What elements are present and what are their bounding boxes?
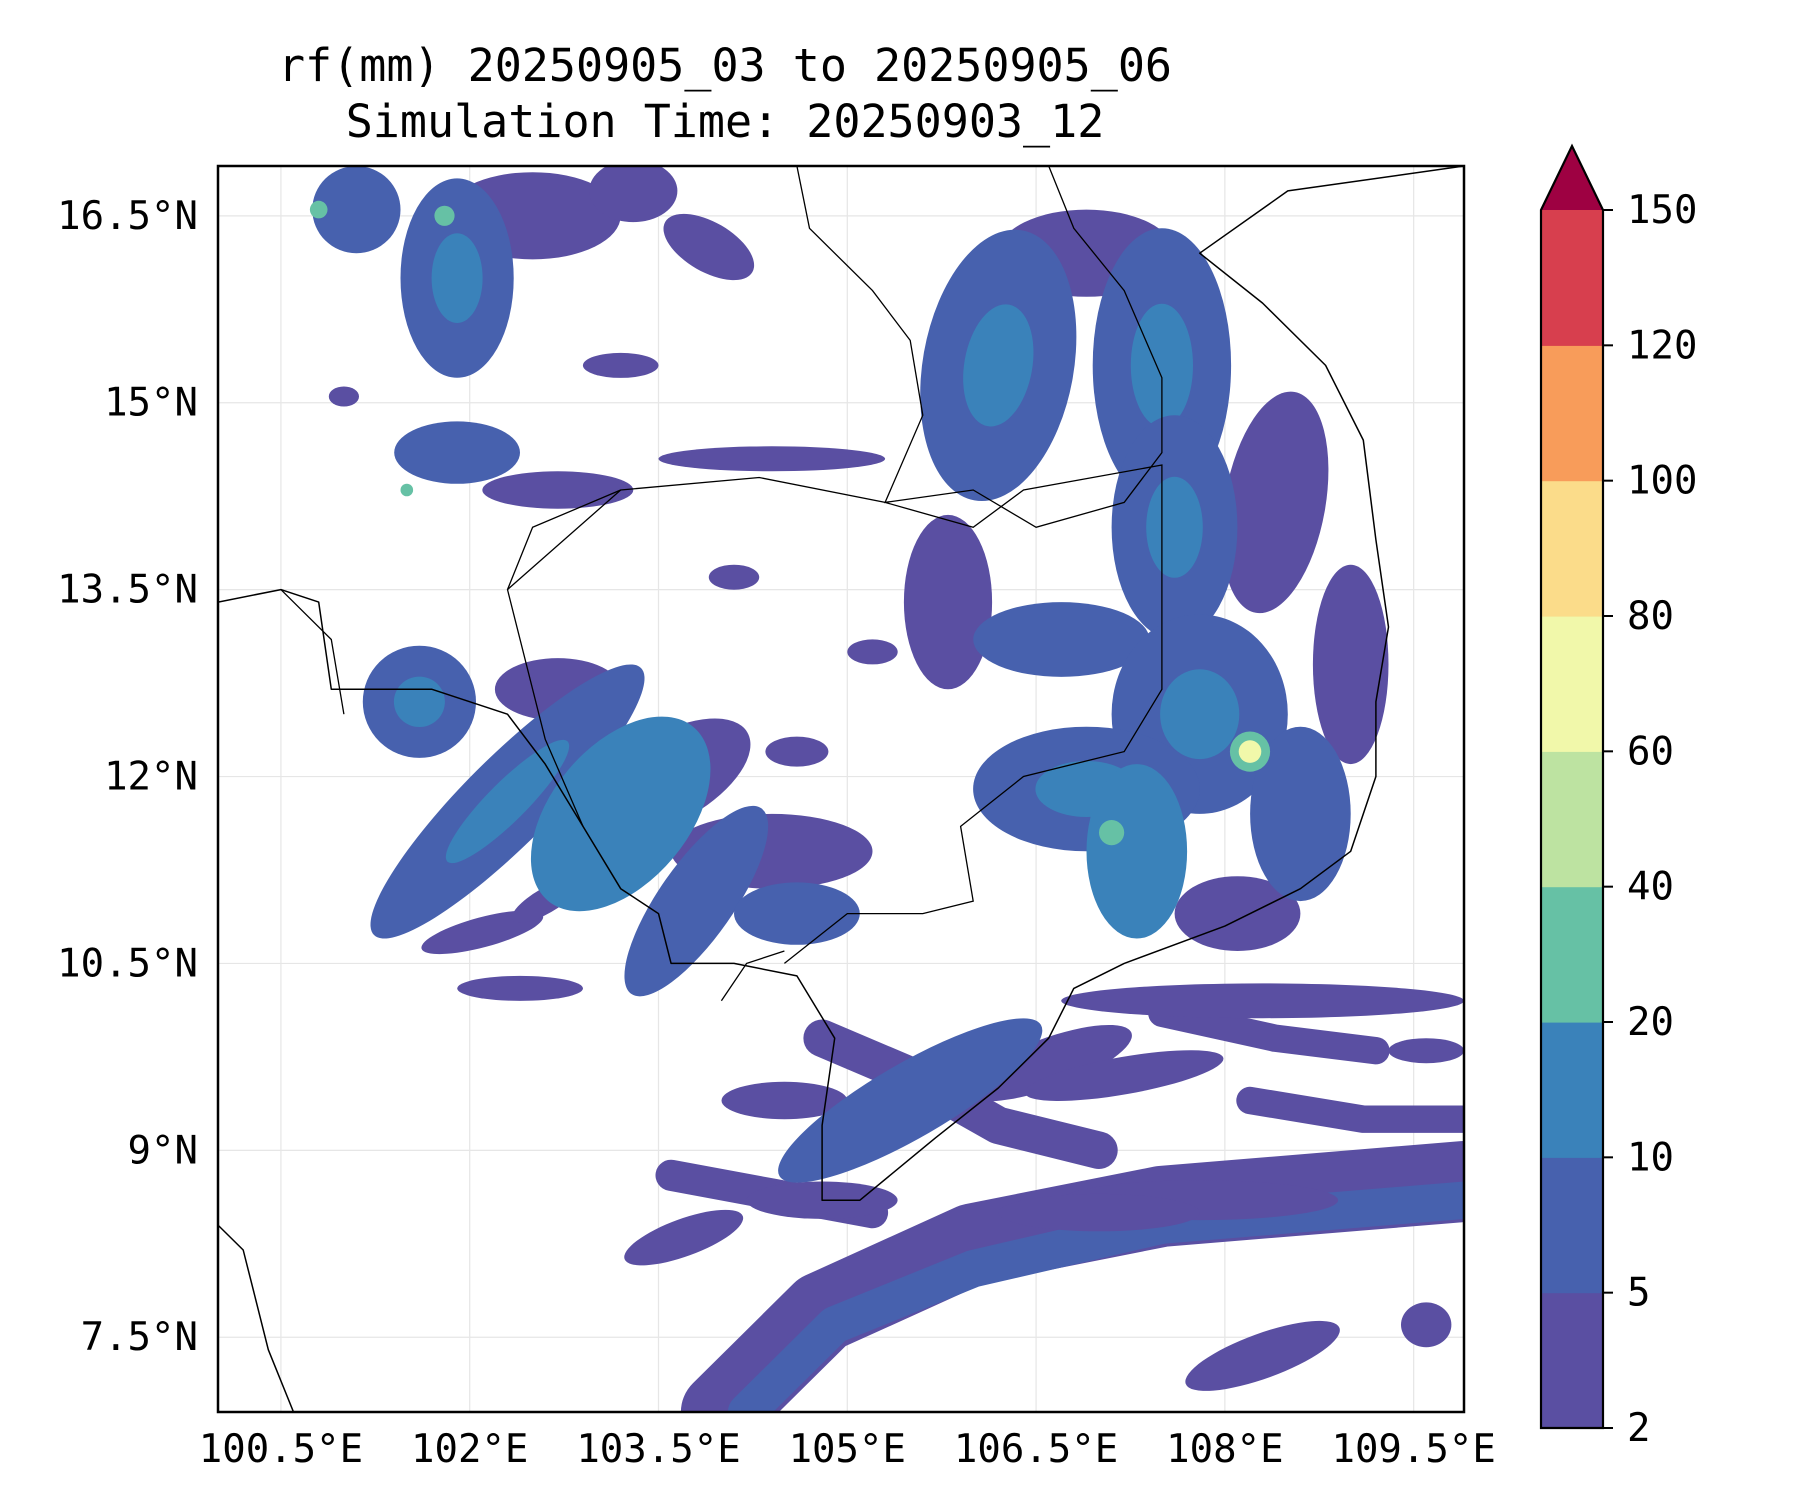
country-border — [506, 489, 621, 827]
latitude-tick-label: 15°N — [104, 381, 198, 426]
rain-patch-core — [1160, 669, 1240, 760]
rain-patch — [530, 716, 711, 912]
colorbar-outline — [1539, 143, 1605, 1430]
rain-patch-core — [1146, 476, 1203, 578]
rain-hotspot — [1238, 740, 1262, 763]
rain-hotspot — [309, 200, 328, 219]
colorbar-tick-label: 60 — [1627, 729, 1674, 774]
longitude-tick-label: 105°E — [789, 1427, 906, 1472]
rain-patch — [778, 1018, 1043, 1183]
rain-patch — [708, 564, 760, 590]
longitude-tick-label: 103.5°E — [576, 1427, 740, 1472]
colorbar-segment — [1541, 616, 1603, 752]
map-subtitle: Simulation Time: 20250903_12 — [345, 95, 1105, 148]
colorbar-segment — [1541, 886, 1603, 1023]
rain-patch — [394, 421, 520, 484]
rain-patch — [582, 352, 659, 378]
country-border — [720, 950, 785, 1002]
longitude-tick-label: 106.5°E — [954, 1427, 1118, 1472]
rain-patch — [765, 736, 829, 767]
rain-patch — [589, 166, 678, 223]
longitude-ticks: 100.5°E 102°E 103.5°E 105°E 106.5°E 108°E 109.… — [199, 1427, 1496, 1472]
rain-patch — [965, 1024, 1132, 1102]
rain-hotspot — [434, 205, 455, 226]
rain-patch — [1061, 983, 1464, 1019]
rain-patch — [1250, 726, 1351, 902]
rain-patch — [1185, 1320, 1340, 1391]
latitude-ticks: 7.5°N 9°N 10.5°N 12°N 13.5°N 15°N 16.5°N — [57, 194, 198, 1360]
rain-patch — [421, 910, 544, 955]
rain-patch — [847, 639, 898, 665]
rain-patch — [663, 213, 755, 281]
colorbar-tick-label: 10 — [1627, 1135, 1674, 1180]
rain-patch — [1221, 391, 1329, 614]
latitude-tick-label: 10.5°N — [57, 941, 198, 986]
rain-patch — [624, 805, 769, 997]
rain-hotspot — [400, 483, 414, 497]
latitude-tick-label: 12°N — [104, 755, 198, 800]
colorbar-segment — [1541, 480, 1603, 617]
colorbar-extend-arrow — [1541, 146, 1603, 210]
colorbar-tick-label: 2 — [1627, 1406, 1650, 1451]
rain-patch-core — [1130, 303, 1193, 428]
longitude-tick-label: 109.5°E — [1331, 1427, 1495, 1472]
coastline — [218, 1224, 295, 1412]
longitude-tick-label: 102°E — [411, 1427, 528, 1472]
rain-patch-core — [963, 304, 1034, 427]
rainfall-contours — [309, 166, 1464, 1412]
colorbar-segment — [1541, 345, 1603, 482]
rain-patch — [1312, 564, 1389, 765]
rain-patch — [1086, 764, 1188, 939]
country-borders — [280, 166, 1163, 1002]
longitude-tick-label: 108°E — [1166, 1427, 1283, 1472]
country-border — [796, 166, 1163, 529]
colorbar-segment — [1541, 751, 1603, 888]
rain-patch — [721, 1081, 848, 1120]
latitude-tick-label: 16.5°N — [57, 194, 198, 239]
colorbar-tick-label: 40 — [1627, 865, 1674, 910]
rain-patch — [973, 602, 1150, 677]
rain-patch — [1024, 1050, 1224, 1101]
rain-hotspot — [1099, 820, 1125, 846]
rain-band — [1148, 999, 1390, 1065]
colorbar-tick-label: 5 — [1627, 1271, 1650, 1316]
colorbar-tick-label: 20 — [1627, 1000, 1674, 1045]
rain-patch-core — [431, 233, 483, 323]
rain-patch — [1388, 1038, 1464, 1064]
rain-patch — [457, 975, 583, 1001]
rain-patch — [903, 514, 993, 690]
colorbar-segment — [1541, 210, 1603, 346]
colorbar-tick-label: 100 — [1627, 459, 1697, 504]
latitude-tick-label: 9°N — [128, 1128, 198, 1173]
coastline — [218, 166, 1464, 1201]
latitude-tick-label: 7.5°N — [81, 1315, 198, 1360]
map-frame — [216, 164, 1466, 1414]
colorbar-segment — [1541, 1022, 1603, 1158]
rain-patch — [658, 446, 886, 472]
colorbar-tick-label: 80 — [1627, 594, 1674, 639]
country-border — [507, 464, 1163, 964]
rain-patch — [734, 882, 860, 945]
rain-band — [1236, 1086, 1464, 1133]
latitude-tick-label: 13.5°N — [57, 568, 198, 613]
longitude-tick-label: 100.5°E — [199, 1427, 363, 1472]
map-title: rf(mm) 20250905_03 to 20250905_06 — [277, 39, 1173, 92]
colorbar-segment — [1541, 1157, 1603, 1294]
rain-patch — [482, 471, 634, 509]
colorbar-tick-label: 120 — [1627, 323, 1697, 368]
coastlines — [218, 166, 1464, 1412]
rain-patch — [328, 386, 359, 407]
rain-patch — [1401, 1302, 1452, 1348]
rain-patch — [624, 1209, 744, 1266]
rain-patch-core — [393, 676, 445, 727]
rain-patch — [312, 166, 401, 254]
colorbar-segment — [1541, 1292, 1603, 1429]
colorbar: 2 5 10 20 40 60 80 100 120 150 — [1539, 143, 1697, 1451]
rain-patch — [998, 1193, 1200, 1232]
colorbar-tick-label: 150 — [1627, 188, 1697, 233]
rain-patch-core — [445, 739, 570, 864]
